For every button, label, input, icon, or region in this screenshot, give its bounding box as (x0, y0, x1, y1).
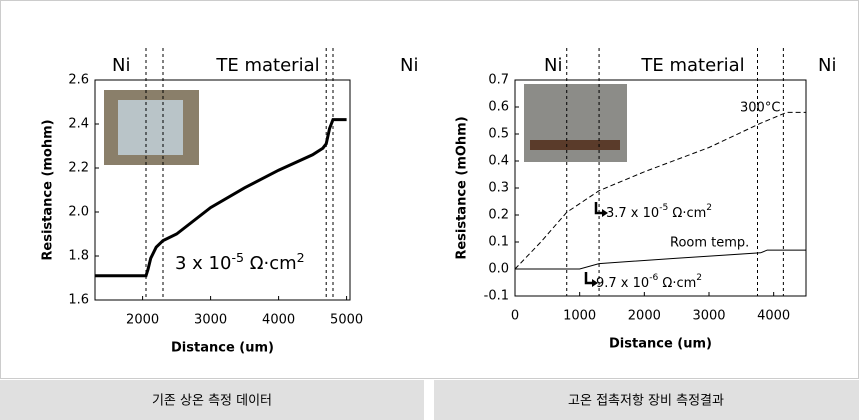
region-label: TE material (640, 55, 744, 76)
y-tick-label: -0.1 (484, 289, 509, 304)
annotation-part: Ω·cm (658, 276, 696, 291)
y-tick-label: 1.8 (68, 249, 89, 264)
y-tick-label: 0.3 (488, 181, 509, 196)
x-axis-label: Distance (um) (609, 337, 712, 352)
photo (530, 140, 620, 150)
x-tick-label: 3000 (194, 313, 227, 328)
annotation: 9.7 x 10-6 Ω·cm2 (596, 273, 702, 291)
annotation-part: 2 (706, 203, 712, 213)
caption: 기존 상온 측정 데이터 (152, 394, 272, 409)
annotation-part: 3 x 10 (175, 253, 231, 274)
x-tick-label: 2000 (628, 309, 661, 324)
annotation-part: -6 (649, 273, 658, 283)
y-tick-label: 0.4 (488, 154, 509, 169)
y-tick-label: 2.2 (68, 161, 89, 176)
series-label: Room temp. (670, 236, 749, 251)
region-label: Ni (544, 55, 562, 76)
x-tick-label: 1000 (563, 309, 596, 324)
x-axis-label: Distance (um) (171, 341, 274, 356)
annotation-part: Ω·cm (244, 253, 297, 274)
photo (118, 100, 183, 155)
caption: 고온 접촉저항 장비 측정결과 (568, 394, 724, 409)
photo (524, 84, 627, 162)
annotation-part: 2 (297, 250, 305, 265)
region-label: Ni (818, 55, 836, 76)
x-tick-label: 4000 (757, 309, 790, 324)
figure: 기존 상온 측정 데이터 고온 접촉저항 장비 측정결과 1.6 1.8 2.0 2.… (0, 0, 859, 420)
y-tick-label: 0.2 (488, 208, 509, 223)
x-tick-label: 2000 (126, 313, 159, 328)
annotation-part: 9.7 x 10 (596, 276, 649, 291)
annotation-part: Ω·cm (668, 206, 706, 221)
x-tick-label: 0 (511, 309, 519, 324)
annotation-part: -5 (659, 203, 668, 213)
y-tick-label: 0.5 (488, 127, 509, 142)
y-axis-label: Resistance (mOhm) (455, 116, 470, 259)
y-tick-label: 2.4 (68, 117, 89, 132)
region-label: Ni (400, 55, 418, 76)
x-tick-label: 5000 (330, 313, 363, 328)
annotation: 3.7 x 10-5 Ω·cm2 (606, 203, 712, 221)
annotation-part: 3.7 x 10 (606, 206, 659, 221)
series-label: 300°C (740, 101, 780, 116)
y-tick-label: 0.0 (488, 262, 509, 277)
y-tick-label: 2.6 (68, 73, 89, 88)
x-tick-label: 3000 (692, 309, 725, 324)
y-tick-label: 0.7 (488, 73, 509, 88)
y-tick-label: 1.6 (68, 293, 89, 308)
region-label: TE material (215, 55, 319, 76)
y-axis-label: Resistance (mohm) (41, 119, 56, 260)
x-tick-label: 4000 (262, 313, 295, 328)
annotation-part: 2 (696, 273, 702, 283)
y-tick-label: 0.1 (488, 235, 509, 250)
y-tick-label: 0.6 (488, 100, 509, 115)
region-label: Ni (112, 55, 130, 76)
annotation-part: -5 (231, 250, 244, 265)
y-tick-label: 2.0 (68, 205, 89, 220)
